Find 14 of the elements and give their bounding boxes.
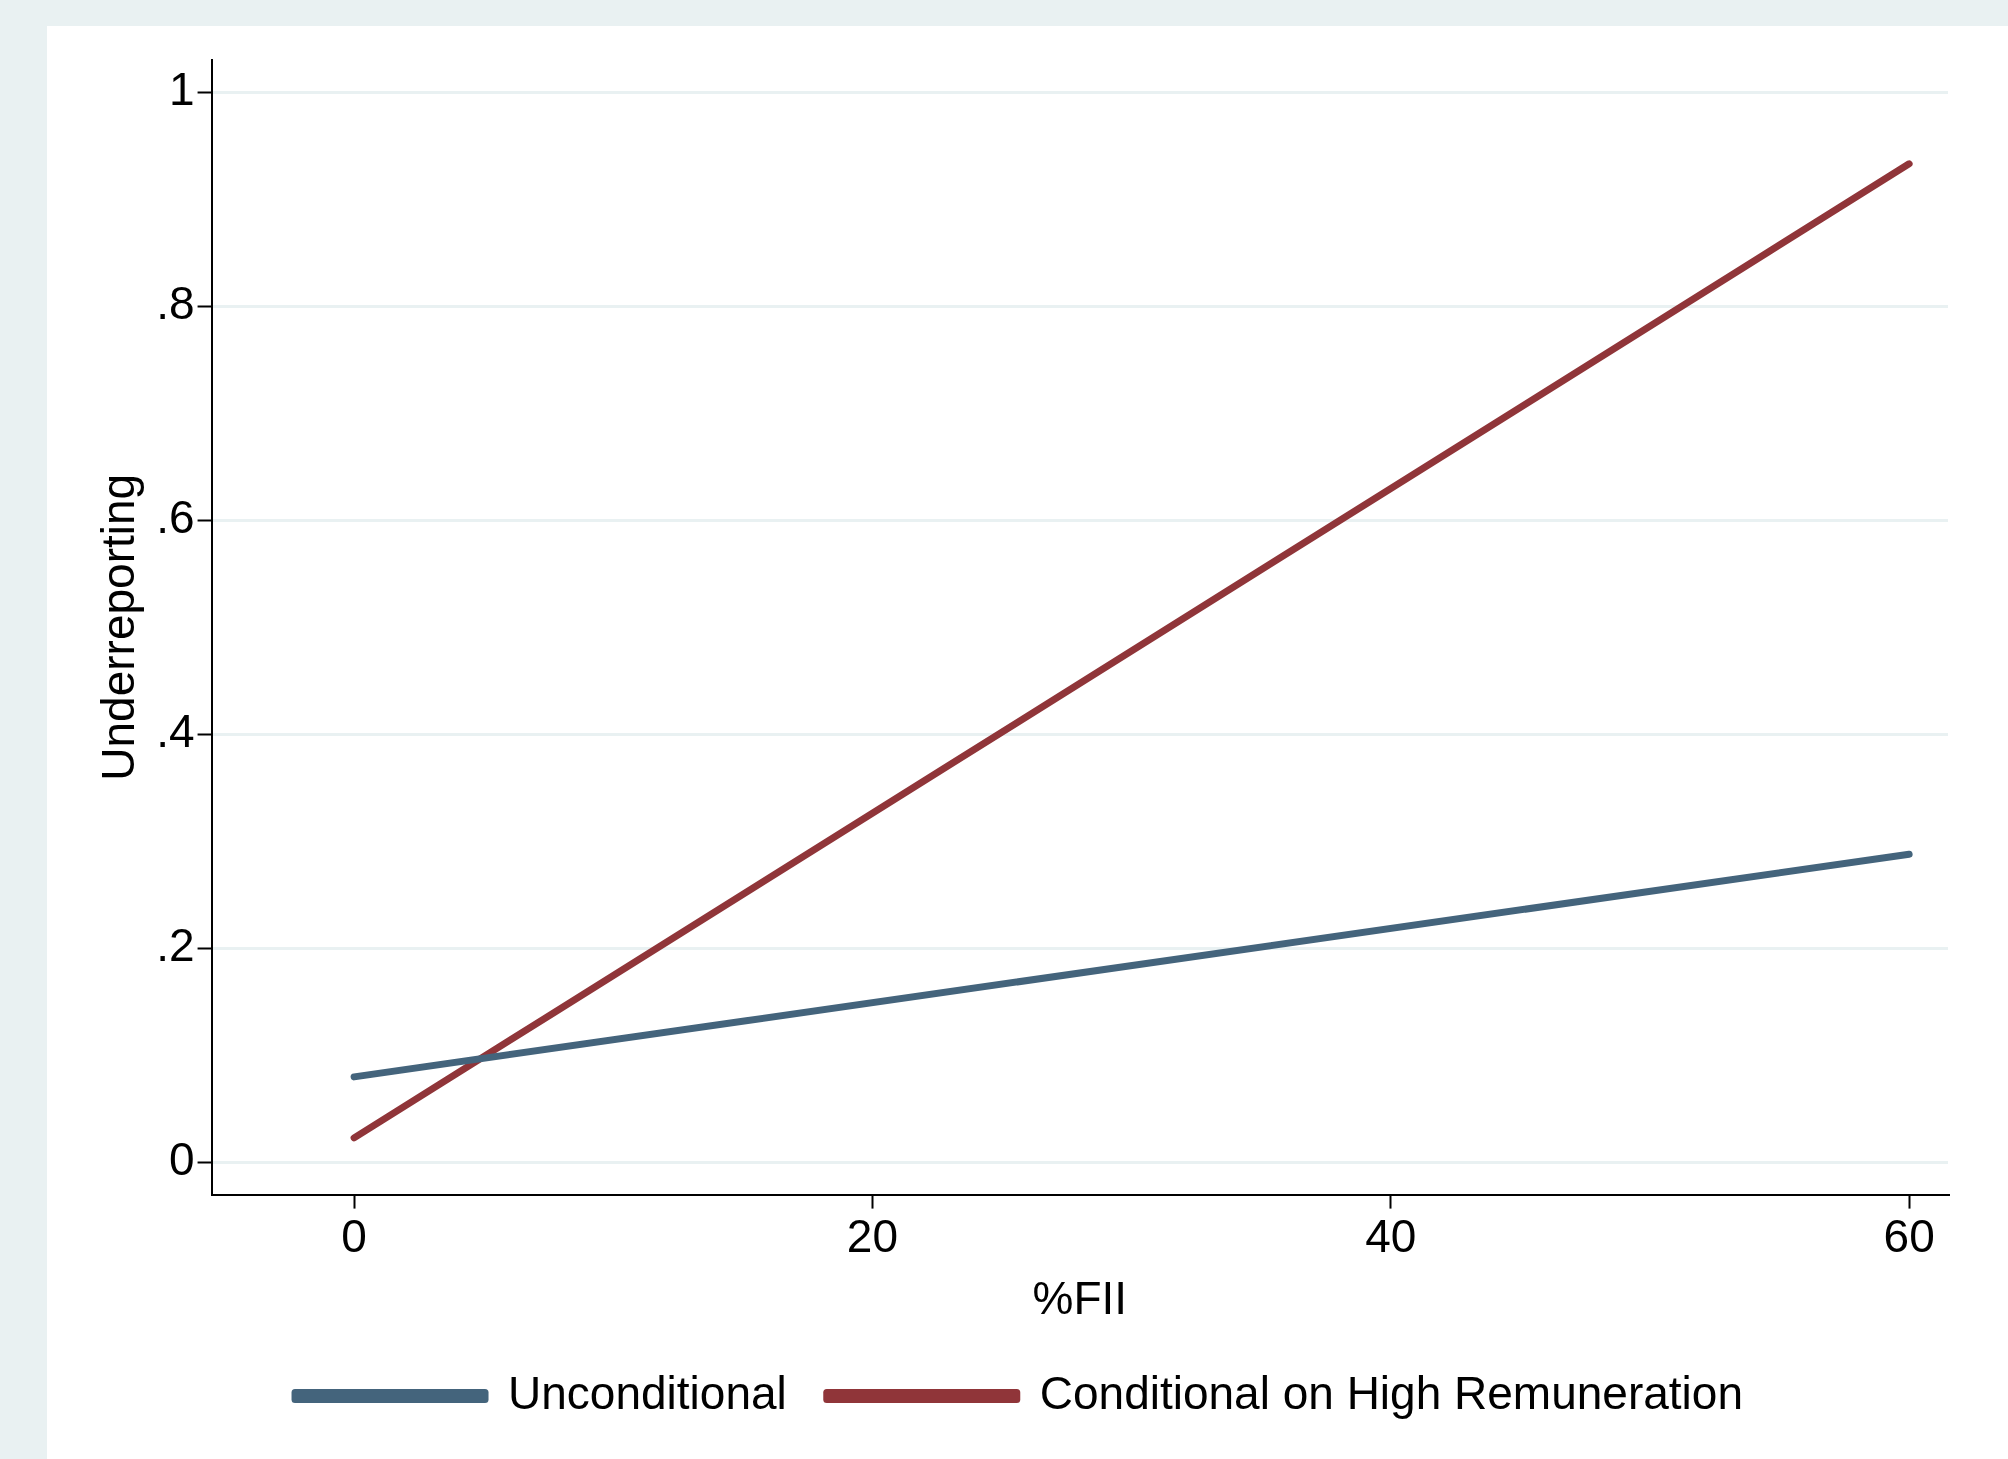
y-tick-label: .2 [156,919,195,972]
y-tick-label: .6 [156,490,195,543]
y-tick-label: 1 [168,62,195,115]
legend-label: Unconditional [508,1366,787,1419]
legend-label: Conditional on High Remuneration [1039,1366,1743,1419]
x-axis-title: %FII [1032,1272,1128,1325]
y-tick-label: 0 [168,1133,195,1186]
y-tick-label: .8 [156,276,195,329]
x-tick-label: 20 [846,1209,899,1262]
x-tick-label: 0 [341,1209,367,1262]
y-axis-title: Underreporting [92,473,145,781]
x-tick-label: 40 [1365,1209,1417,1262]
y-tick-label: .4 [156,705,195,758]
x-tick-label: 60 [1883,1209,1935,1262]
